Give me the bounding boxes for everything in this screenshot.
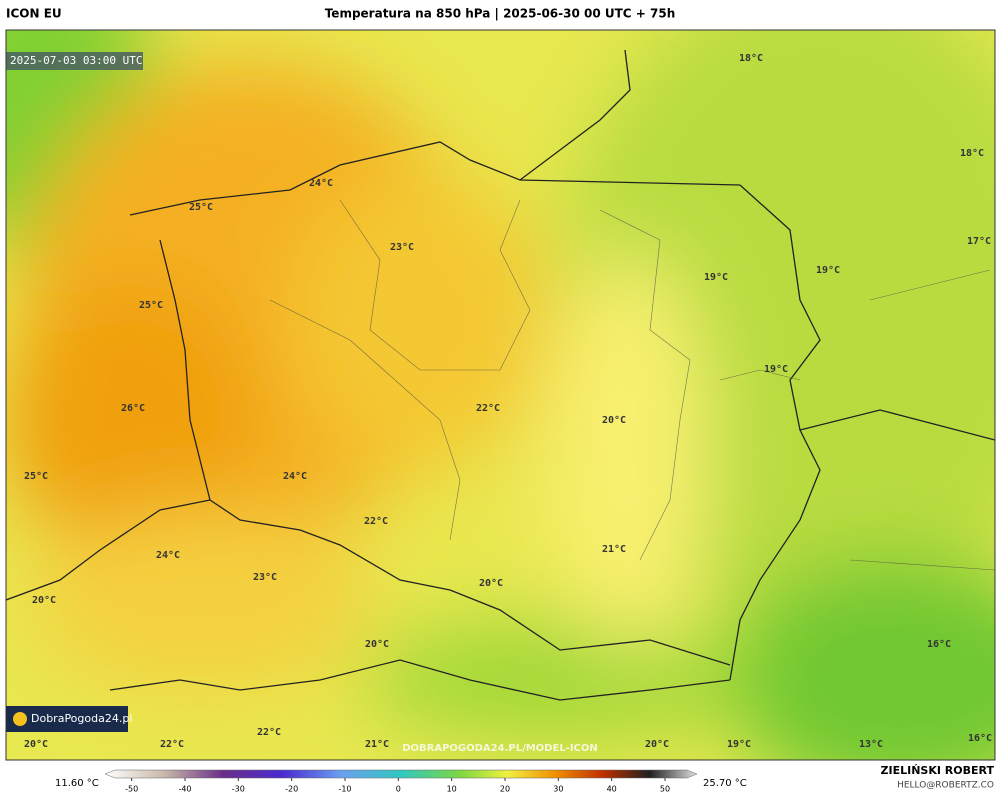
- temp-label: 25°C: [139, 300, 163, 311]
- temp-label: 18°C: [960, 148, 984, 159]
- temp-label: 20°C: [24, 739, 48, 750]
- temp-label: 25°C: [189, 202, 213, 213]
- colorbar-tick-label: 50: [660, 785, 670, 794]
- temp-label: 18°C: [739, 53, 763, 64]
- author: ZIELIŃSKI ROBERT: [881, 764, 995, 777]
- temp-label: 21°C: [602, 544, 626, 555]
- colorbar-tick-label: -10: [338, 785, 351, 794]
- valid-time: 2025-07-03 03:00 UTC: [10, 54, 142, 67]
- colorbar-max: 25.70 °C: [703, 778, 747, 789]
- temp-label: 24°C: [283, 471, 307, 482]
- temp-label: 22°C: [257, 727, 281, 738]
- temp-label: 20°C: [32, 595, 56, 606]
- colorbar-min: 11.60 °C: [55, 778, 99, 789]
- temp-label: 19°C: [816, 265, 840, 276]
- temp-label: 19°C: [727, 739, 751, 750]
- logo: DobraPogoda24.pl: [31, 712, 132, 725]
- colorbar: [104, 769, 698, 779]
- temp-label: 26°C: [121, 403, 145, 414]
- temp-label: 19°C: [764, 364, 788, 375]
- temp-label: 20°C: [365, 639, 389, 650]
- temp-label: 20°C: [645, 739, 669, 750]
- temp-label: 22°C: [364, 516, 388, 527]
- colorbar-tick-label: 20: [500, 785, 510, 794]
- colorbar-tick-label: -40: [178, 785, 191, 794]
- colorbar-tick-label: 10: [447, 785, 457, 794]
- temp-label: 20°C: [479, 578, 503, 589]
- temp-label: 23°C: [390, 242, 414, 253]
- colorbar-tick-label: -50: [125, 785, 138, 794]
- temp-label: 21°C: [365, 739, 389, 750]
- colorbar-tick-label: 30: [553, 785, 563, 794]
- colorbar-tick-label: 40: [607, 785, 617, 794]
- temp-label: 16°C: [927, 639, 951, 650]
- temp-label: 24°C: [309, 178, 333, 189]
- temp-label: 17°C: [967, 236, 991, 247]
- email: HELLO@ROBERTZ.CO: [897, 781, 994, 791]
- temp-label: 22°C: [160, 739, 184, 750]
- model-name: ICON EU: [6, 7, 62, 21]
- temp-label: 20°C: [602, 415, 626, 426]
- temp-label: 19°C: [704, 272, 728, 283]
- title: Temperatura na 850 hPa | 2025-06-30 00 U…: [325, 7, 676, 21]
- temp-label: 24°C: [156, 550, 180, 561]
- map-frame: [5, 29, 996, 761]
- colorbar-tick-label: -30: [232, 785, 245, 794]
- colorbar-tick-label: 0: [396, 785, 401, 794]
- temp-label: 25°C: [24, 471, 48, 482]
- temp-label: 22°C: [476, 403, 500, 414]
- watermark: DOBRAPOGODA24.PL/MODEL-ICON: [402, 743, 598, 754]
- temp-label: 23°C: [253, 572, 277, 583]
- temp-label: 16°C: [968, 733, 992, 744]
- colorbar-tick-label: -20: [285, 785, 298, 794]
- temp-label: 13°C: [859, 739, 883, 750]
